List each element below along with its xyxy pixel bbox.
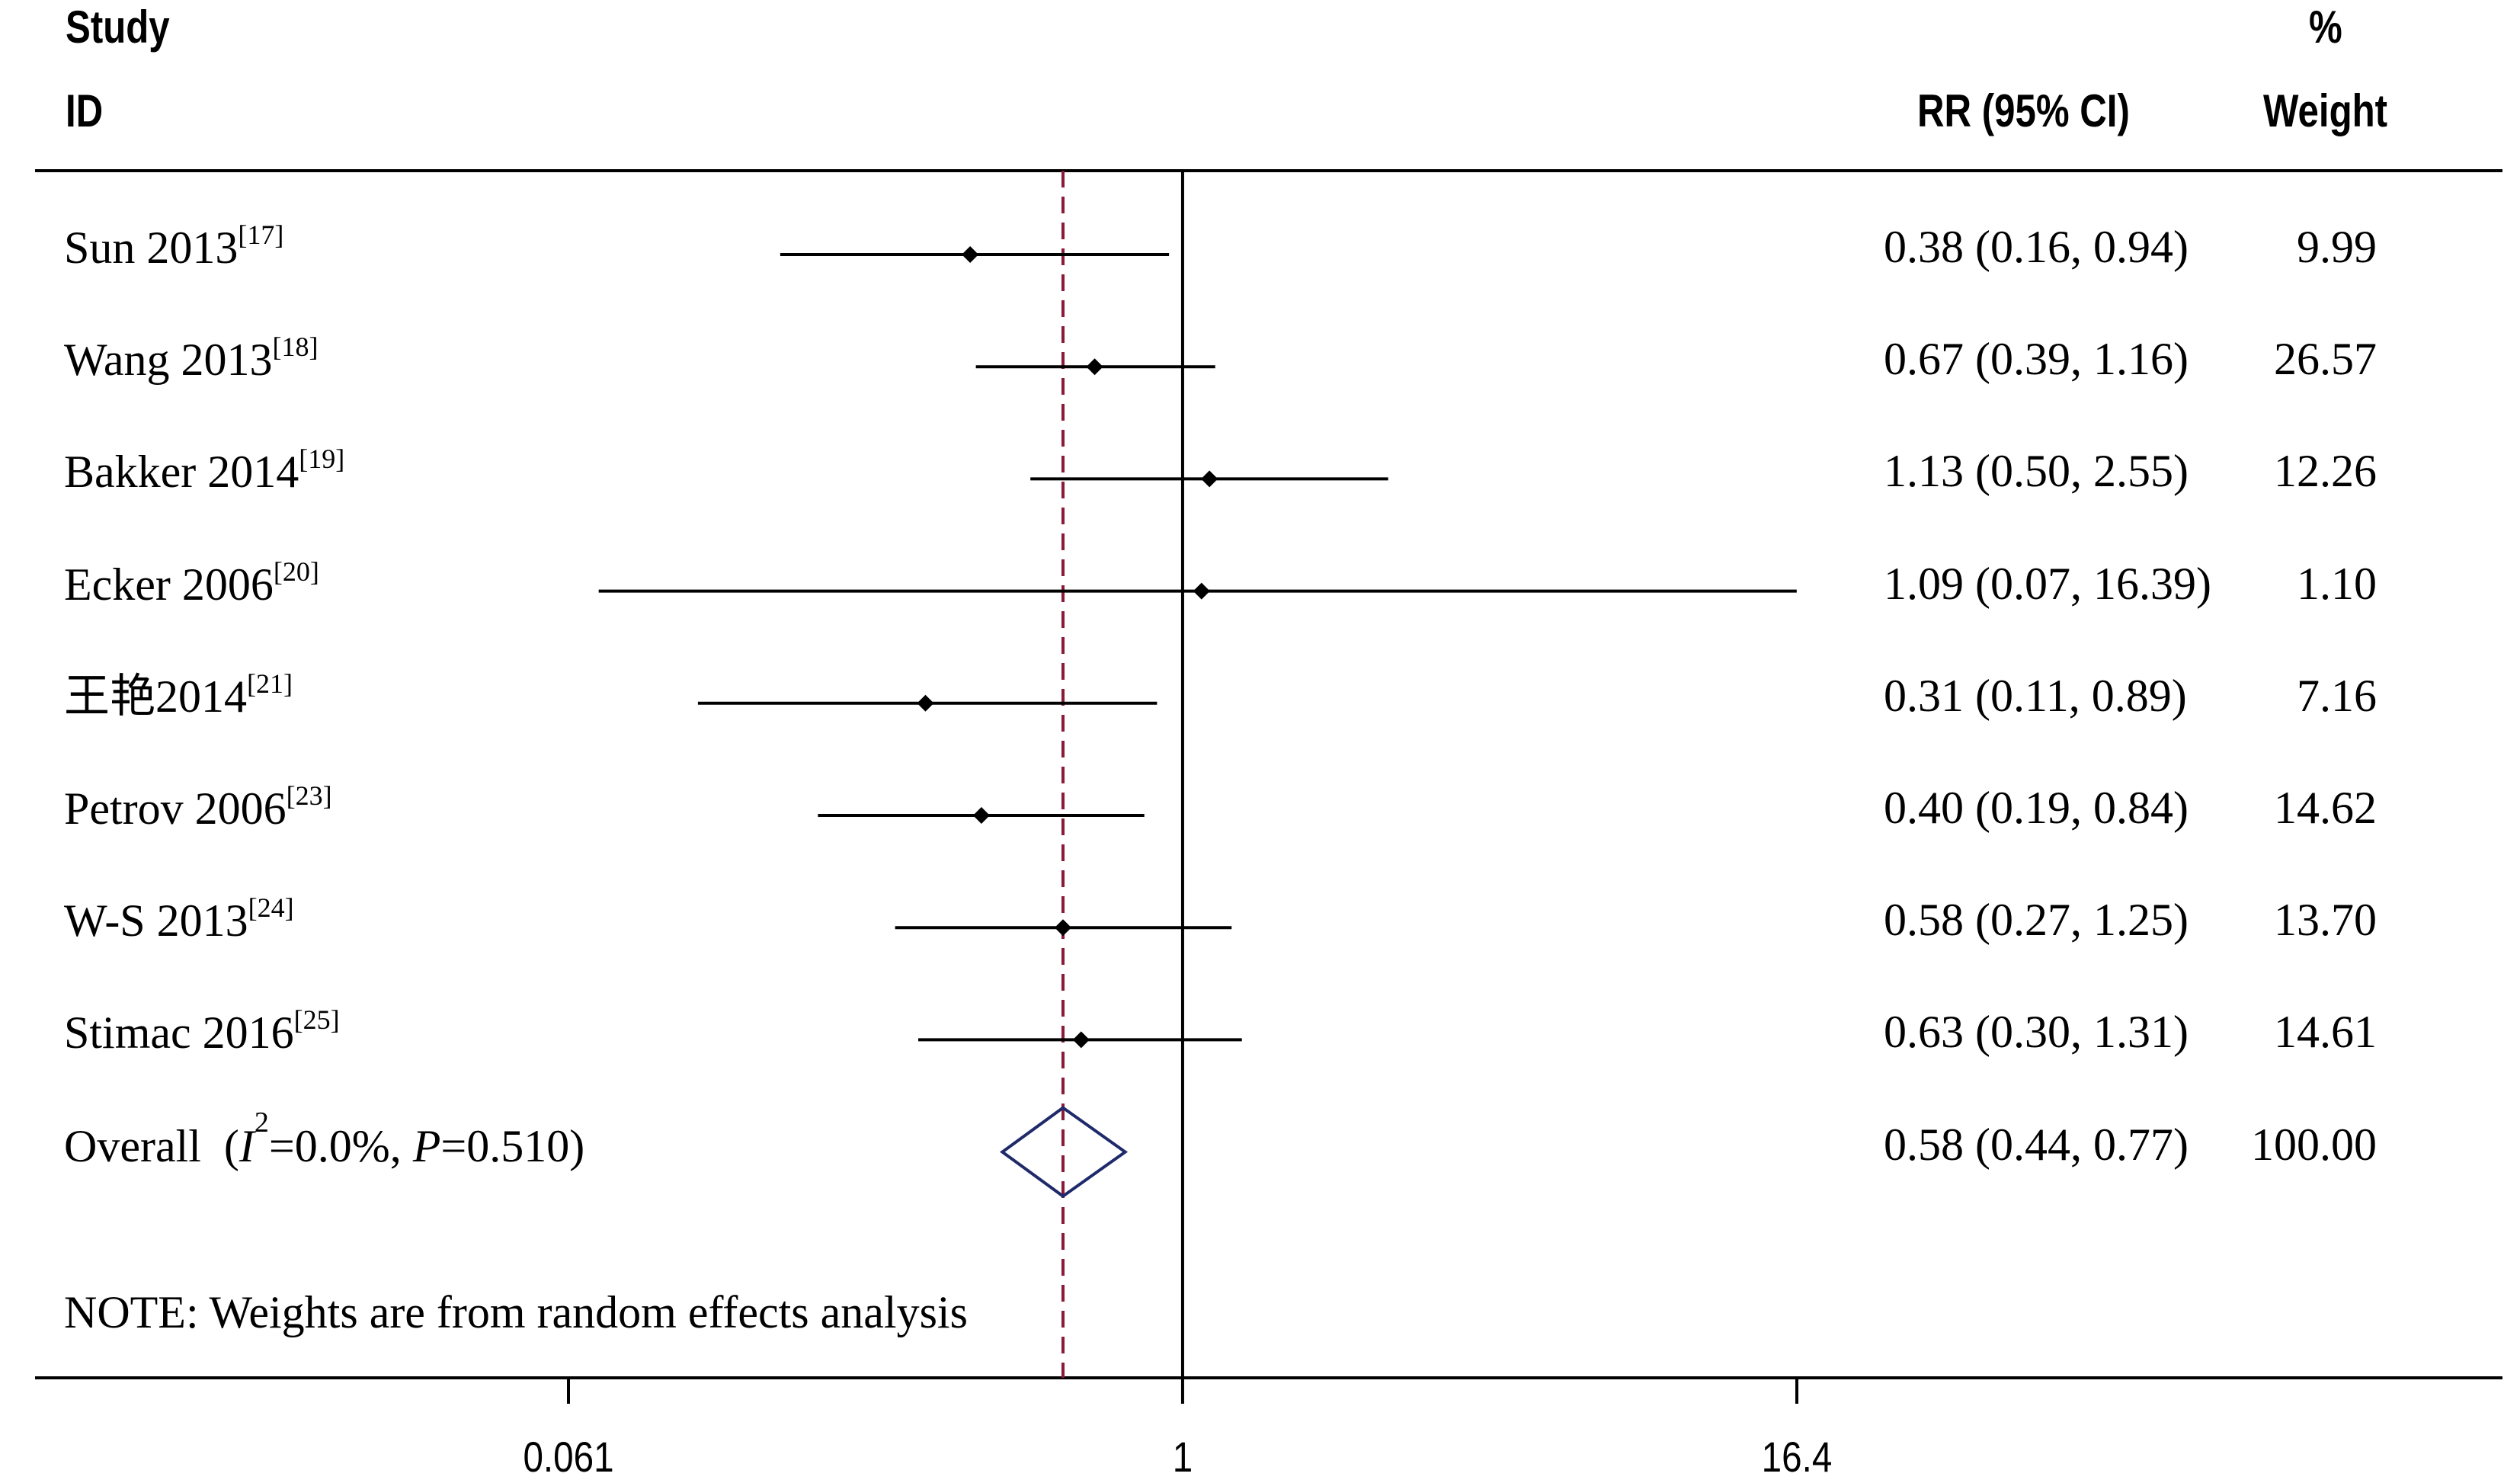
study-label: W-S 2013[24] bbox=[64, 894, 294, 946]
overall-weight: 100.00 bbox=[2251, 1119, 2377, 1170]
point-estimate-4 bbox=[917, 694, 934, 712]
header-study: Study bbox=[66, 2, 170, 53]
point-estimate-1 bbox=[1086, 358, 1103, 376]
i2-sup: 2 bbox=[254, 1107, 269, 1139]
study-name: Bakker 2014 bbox=[64, 447, 299, 498]
study-weight: 13.70 bbox=[2274, 895, 2377, 946]
study-weight: 14.61 bbox=[2274, 1007, 2377, 1058]
study-ref: [21] bbox=[247, 668, 293, 699]
study-name: Ecker 2006 bbox=[64, 559, 274, 610]
study-name: Wang 2013 bbox=[64, 335, 273, 386]
study-ref: [20] bbox=[273, 556, 319, 587]
study-rr-text: 0.40 (0.19, 0.84) bbox=[1884, 783, 2189, 833]
point-estimate-2 bbox=[1201, 470, 1218, 488]
p-value: =0.510) bbox=[440, 1121, 585, 1171]
study-rr-text: 1.13 (0.50, 2.55) bbox=[1884, 446, 2189, 497]
study-rr-text: 0.67 (0.39, 1.16) bbox=[1884, 334, 2189, 385]
study-ref: [24] bbox=[248, 892, 294, 924]
overall-diamond bbox=[999, 1106, 1129, 1199]
header-rr: RR (95% CI) bbox=[1917, 85, 2130, 136]
study-rr-text: 0.63 (0.30, 1.31) bbox=[1884, 1007, 2189, 1058]
study-name: 王艳2014 bbox=[64, 671, 247, 722]
study-name: Stimac 2016 bbox=[64, 1007, 294, 1059]
study-rr-text: 0.38 (0.16, 0.94) bbox=[1884, 222, 2189, 272]
x-tick-label: 16.4 bbox=[1761, 1433, 1833, 1481]
study-label: Ecker 2006[20] bbox=[64, 558, 319, 610]
point-estimate-3 bbox=[1193, 582, 1210, 600]
study-label: 王艳2014[21] bbox=[64, 670, 293, 722]
study-ref: [18] bbox=[272, 332, 319, 363]
study-label: Petrov 2006[23] bbox=[64, 782, 332, 834]
i2-value: =0.0%, bbox=[268, 1121, 413, 1171]
note-text: NOTE: Weights are from random effects an… bbox=[64, 1287, 968, 1337]
study-weight: 12.26 bbox=[2274, 446, 2377, 497]
point-estimate-5 bbox=[972, 807, 990, 824]
study-label: Stimac 2016[25] bbox=[64, 1006, 340, 1059]
header-weight: Weight bbox=[2263, 85, 2388, 136]
study-ref: [19] bbox=[299, 444, 345, 475]
header-id: ID bbox=[66, 85, 104, 136]
study-rr-text: 0.31 (0.11, 0.89) bbox=[1884, 670, 2187, 721]
study-weight: 1.10 bbox=[2297, 558, 2377, 609]
p-symbol: P bbox=[412, 1121, 441, 1171]
study-weight: 9.99 bbox=[2297, 222, 2377, 272]
study-label: Bakker 2014[19] bbox=[64, 445, 344, 498]
study-ref: [25] bbox=[293, 1004, 340, 1036]
study-weight: 26.57 bbox=[2274, 334, 2377, 385]
study-weight: 7.16 bbox=[2297, 670, 2377, 721]
point-estimate-7 bbox=[1072, 1031, 1090, 1049]
study-ref: [23] bbox=[286, 780, 332, 811]
study-name: W-S 2013 bbox=[64, 895, 248, 946]
header-percent: % bbox=[2309, 2, 2342, 53]
study-rr-text: 0.58 (0.27, 1.25) bbox=[1884, 895, 2189, 946]
study-ref: [17] bbox=[238, 219, 284, 250]
study-label: Sun 2013[17] bbox=[64, 221, 283, 273]
study-rr-text: 1.09 (0.07, 16.39) bbox=[1884, 558, 2211, 609]
point-estimate-0 bbox=[962, 246, 979, 263]
point-estimate-6 bbox=[1054, 919, 1071, 937]
overall-prefix: Overall ( bbox=[64, 1121, 239, 1171]
overall-label: Overall (I2=0.0%, P=0.510) bbox=[64, 1108, 585, 1171]
overall-rr-text: 0.58 (0.44, 0.77) bbox=[1884, 1119, 2189, 1170]
study-name: Sun 2013 bbox=[64, 223, 239, 273]
x-tick-label: 1 bbox=[1172, 1433, 1193, 1481]
study-name: Petrov 2006 bbox=[64, 783, 287, 834]
study-label: Wang 2013[18] bbox=[64, 333, 318, 386]
i2-symbol: I bbox=[239, 1121, 255, 1171]
x-tick-label: 0.061 bbox=[523, 1433, 614, 1481]
study-weight: 14.62 bbox=[2274, 783, 2377, 833]
